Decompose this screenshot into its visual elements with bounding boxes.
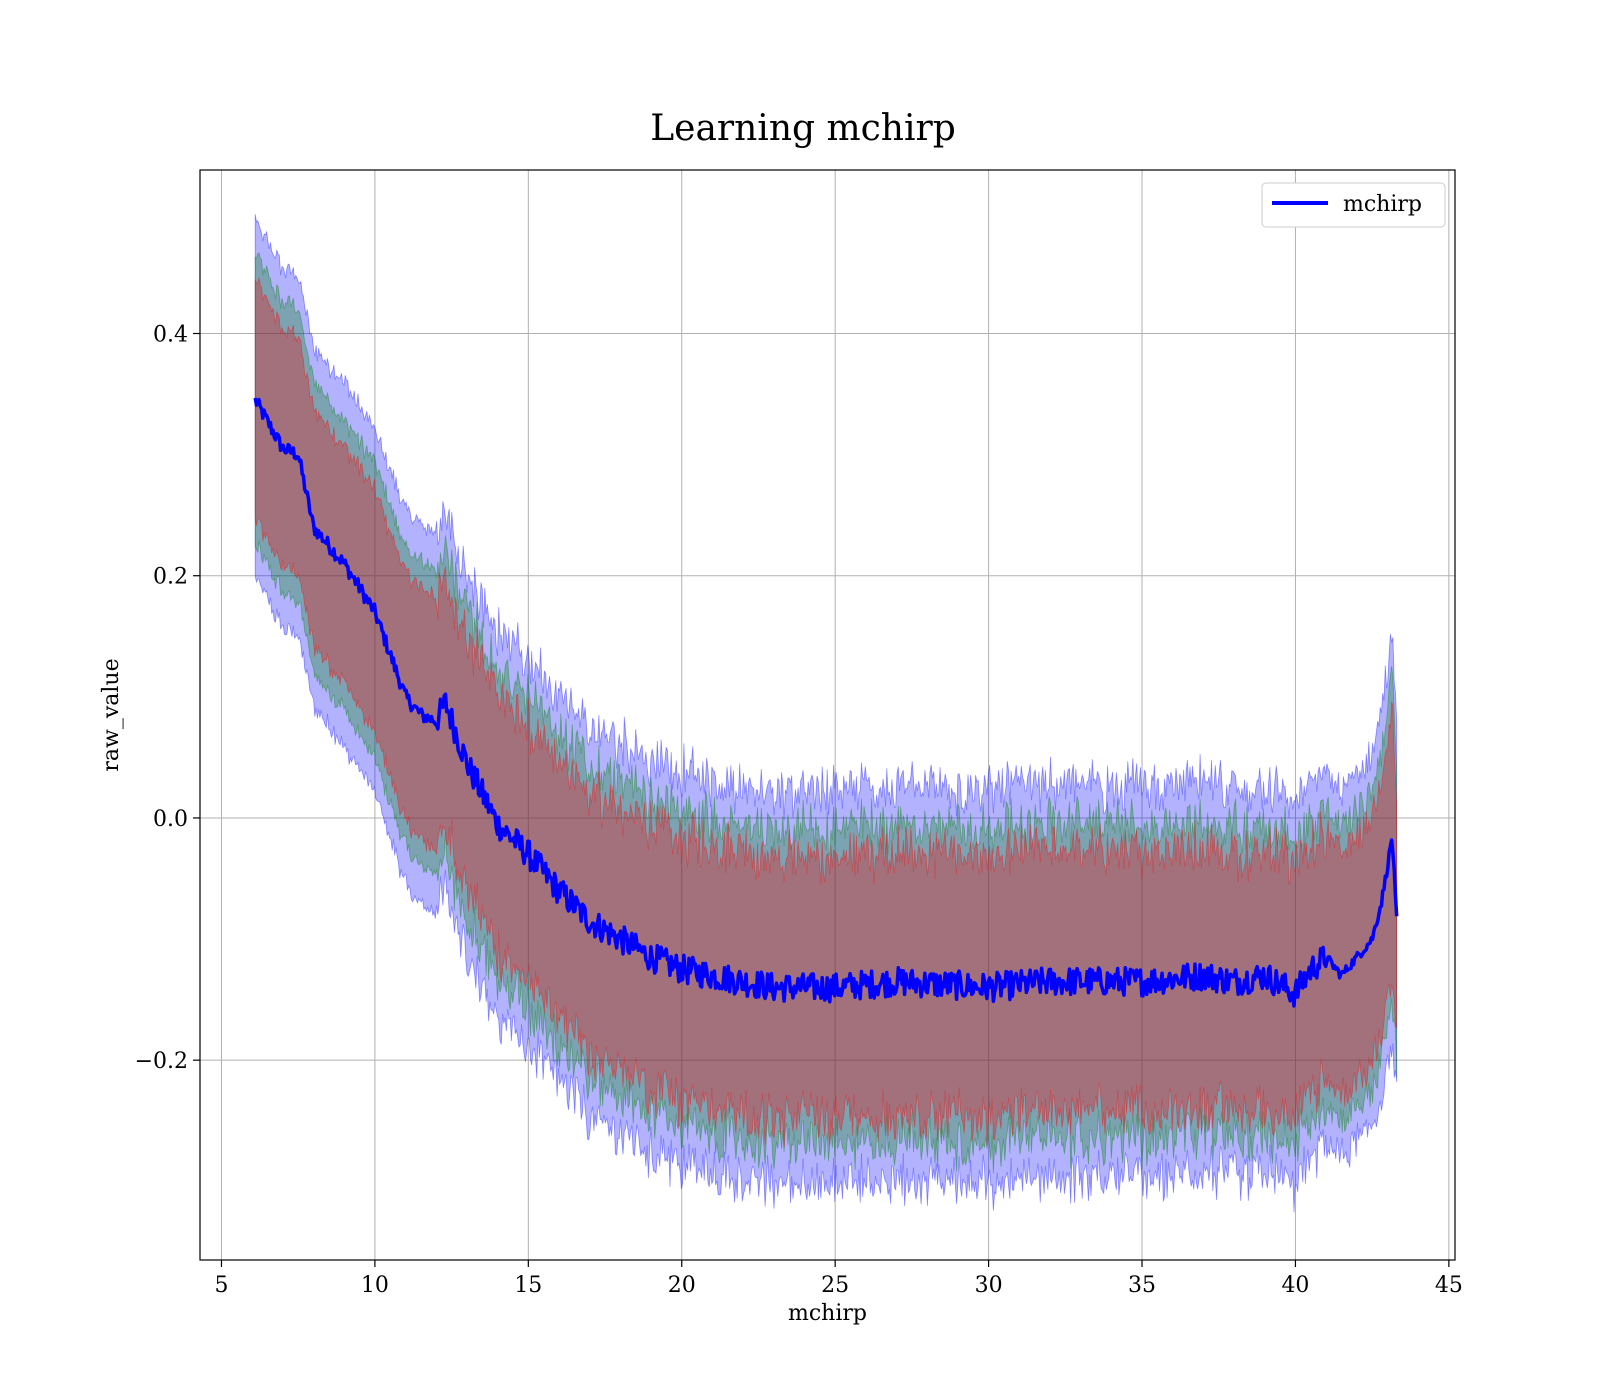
x-tick-label: 45 bbox=[1435, 1273, 1463, 1298]
y-tick-label: 0.4 bbox=[153, 323, 188, 348]
confidence-bands bbox=[254, 214, 1398, 1213]
y-tick-label: −0.2 bbox=[135, 1049, 188, 1074]
y-tick-label: 0.0 bbox=[153, 807, 188, 832]
plot-frame bbox=[199, 169, 1456, 1261]
series-lines bbox=[253, 397, 1399, 1008]
x-tick-label: 30 bbox=[975, 1273, 1003, 1298]
legend-label: mchirp bbox=[1343, 192, 1422, 217]
x-tick-label: 20 bbox=[668, 1273, 696, 1298]
band-middle bbox=[254, 252, 1398, 1174]
x-tick-label: 35 bbox=[1128, 1273, 1156, 1298]
legend-box bbox=[1261, 182, 1446, 228]
x-tick-label: 40 bbox=[1281, 1273, 1309, 1298]
chart-title: Learning mchirp bbox=[650, 108, 956, 149]
axis-ticks: 5 10 15 20 25 30 35 40 45 −0.2 0.0 0.2 0.4 bbox=[135, 323, 1463, 1299]
grid-lines bbox=[200, 170, 1455, 1260]
y-tick-label: 0.2 bbox=[153, 565, 188, 590]
y-axis-title: raw_value bbox=[99, 658, 124, 771]
x-tick-label: 10 bbox=[361, 1273, 389, 1298]
x-tick-label: 25 bbox=[821, 1273, 849, 1298]
x-tick-label: 5 bbox=[214, 1273, 228, 1298]
legend: mchirp bbox=[1261, 182, 1446, 228]
band-inner bbox=[254, 277, 1398, 1148]
band-outer bbox=[254, 214, 1398, 1213]
series-line-mchirp bbox=[253, 397, 1399, 1008]
x-tick-label: 15 bbox=[514, 1273, 542, 1298]
x-axis-title: mchirp bbox=[788, 1301, 867, 1326]
